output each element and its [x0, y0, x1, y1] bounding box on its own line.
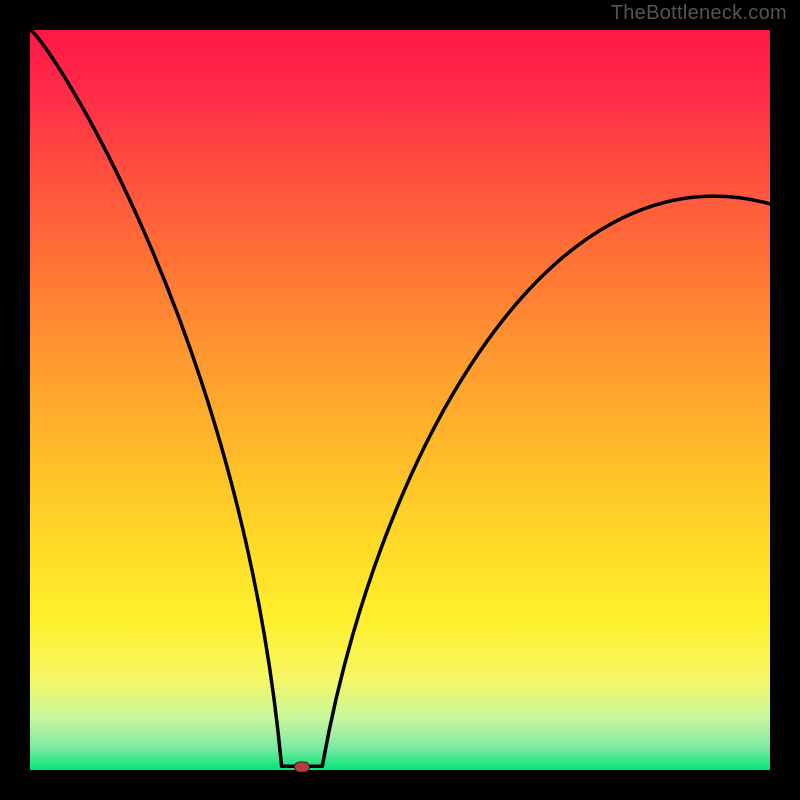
plot-area	[30, 30, 770, 770]
curve-path	[30, 30, 770, 766]
watermark-text: TheBottleneck.com	[611, 2, 787, 25]
optimal-marker-shape	[294, 762, 309, 772]
optimal-marker	[294, 762, 309, 772]
bottleneck-curve	[30, 30, 770, 770]
